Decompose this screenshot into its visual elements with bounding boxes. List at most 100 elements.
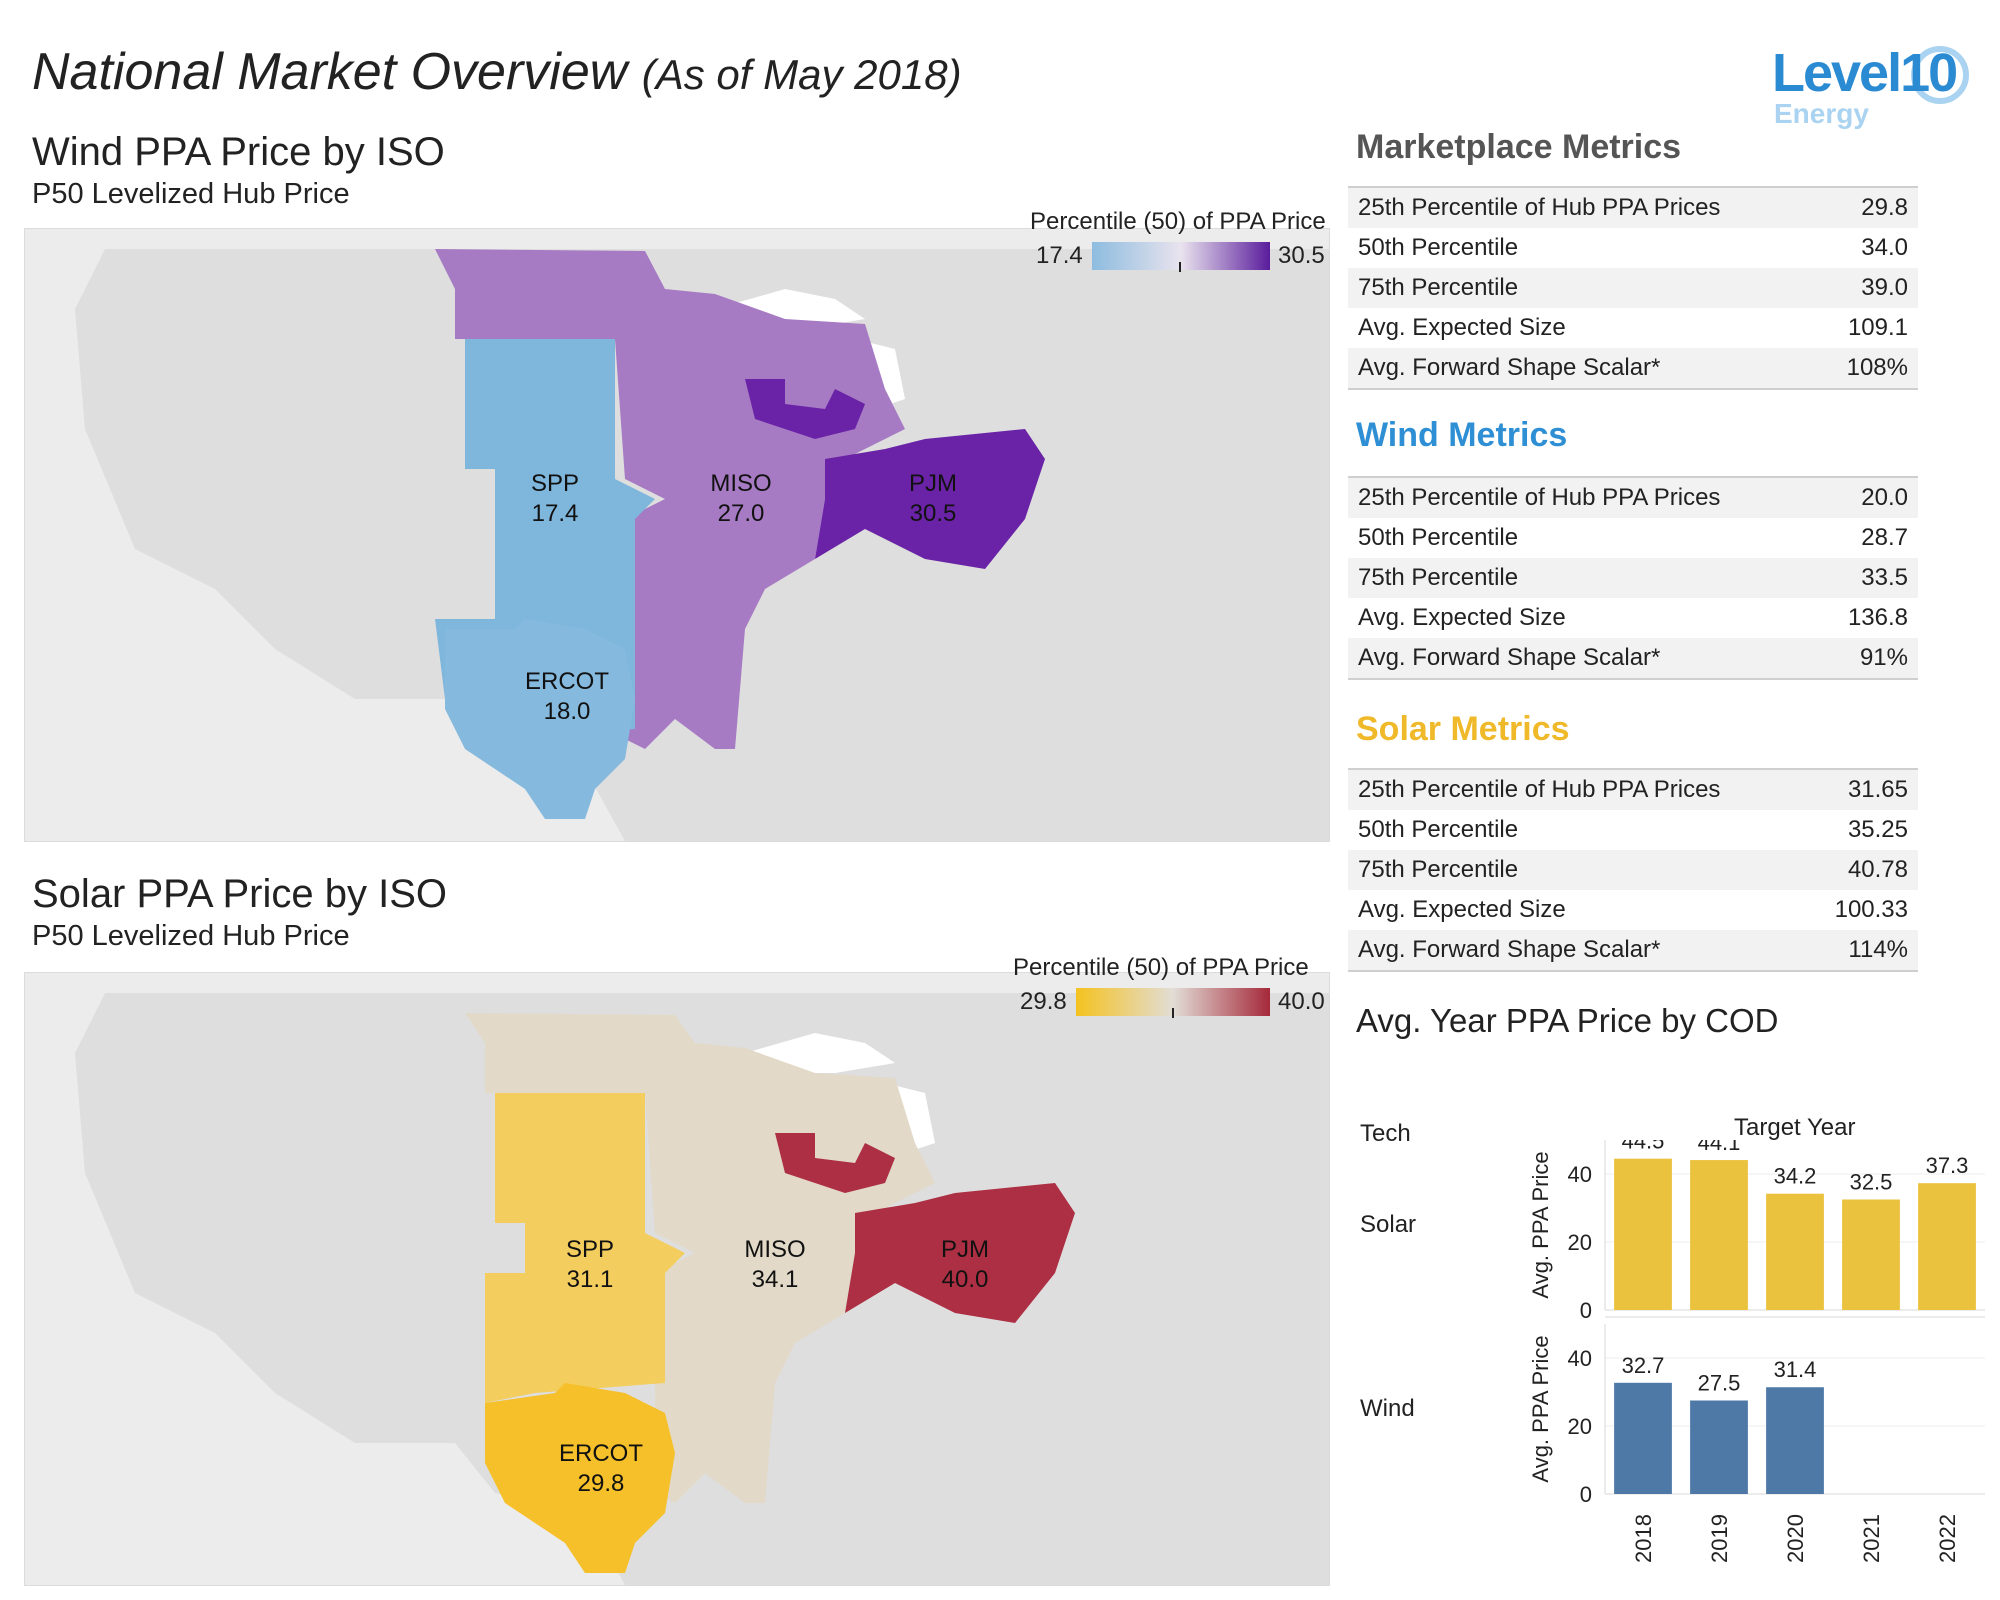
solar-map[interactable]: SPP 31.1 MISO 34.1 PJM 40.0 ERCOT 29.8 bbox=[24, 972, 1330, 1586]
metric-value: 114% bbox=[1848, 936, 1908, 963]
bar-solar-2018 bbox=[1614, 1158, 1672, 1310]
logo-ring-icon bbox=[1911, 46, 1969, 104]
metric-value: 29.8 bbox=[1861, 194, 1908, 221]
table-row: 25th Percentile of Hub PPA Prices 29.8 bbox=[1348, 187, 1918, 228]
wind-label-ercot-value: 18.0 bbox=[544, 698, 591, 725]
metric-value: 108% bbox=[1846, 354, 1908, 381]
table-row: Avg. Expected Size 136.8 bbox=[1348, 598, 1918, 638]
table-row: Avg. Forward Shape Scalar* 91% bbox=[1348, 638, 1918, 679]
bar-solar-2021 bbox=[1842, 1199, 1900, 1310]
metric-value: 33.5 bbox=[1861, 564, 1908, 591]
solar-legend-min: 29.8 bbox=[1020, 988, 1067, 1015]
wind-legend-title: Percentile (50) of PPA Price bbox=[1030, 208, 1326, 235]
x-tick-label-2018: 2018 bbox=[1631, 1514, 1656, 1563]
logo-main-text: Level10 bbox=[1772, 43, 1958, 103]
x-tick-label-2021: 2021 bbox=[1859, 1514, 1884, 1563]
data-label: 44.5 bbox=[1622, 1140, 1665, 1154]
marketplace-metrics-table: 25th Percentile of Hub PPA Prices 29.8 50… bbox=[1348, 186, 1918, 390]
cod-row-header: Tech bbox=[1360, 1120, 1411, 1147]
row-label-solar: Solar bbox=[1360, 1211, 1416, 1238]
solar-label-ercot-name: ERCOT bbox=[559, 1440, 643, 1467]
wind-map-subtitle: P50 Levelized Hub Price bbox=[32, 178, 350, 210]
wind-legend-gradient bbox=[1092, 242, 1270, 270]
region-miso[interactable] bbox=[435, 249, 905, 749]
wind-label-miso-name: MISO bbox=[710, 470, 771, 497]
data-label: 44.1 bbox=[1698, 1140, 1741, 1155]
solar-legend-max: 40.0 bbox=[1278, 988, 1325, 1015]
solar-label-pjm-name: PJM bbox=[941, 1236, 989, 1263]
dashboard-title-text: National Market Overview bbox=[32, 43, 628, 101]
metric-label: 25th Percentile of Hub PPA Prices bbox=[1358, 484, 1721, 511]
cod-column-header: Target Year bbox=[1734, 1114, 1856, 1141]
region-ercot[interactable] bbox=[445, 619, 635, 819]
cod-bar-chart: Solar Avg. PPA Price 0 20 40 44.5 44.1 34.2 32.5… bbox=[1360, 1140, 1985, 1563]
solar-label-miso-value: 34.1 bbox=[752, 1266, 799, 1293]
data-label: 31.4 bbox=[1774, 1357, 1817, 1382]
wind-legend-min: 17.4 bbox=[1036, 242, 1083, 269]
metric-label: Avg. Forward Shape Scalar* bbox=[1358, 354, 1661, 381]
metric-label: Avg. Expected Size bbox=[1358, 314, 1566, 341]
wind-map[interactable]: SPP 17.4 MISO 27.0 PJM 30.5 ERCOT 18.0 bbox=[24, 228, 1330, 842]
region-pjm-north[interactable] bbox=[745, 379, 865, 439]
data-label: 34.2 bbox=[1774, 1164, 1817, 1189]
wind-map-title: Wind PPA Price by ISO bbox=[32, 130, 445, 174]
wind-label-ercot-name: ERCOT bbox=[525, 668, 609, 695]
dashboard-title: National Market Overview (As of May 2018… bbox=[32, 42, 962, 102]
wind-map-canvas: SPP 17.4 MISO 27.0 PJM 30.5 ERCOT 18.0 bbox=[75, 249, 1329, 841]
wind-label-spp-name: SPP bbox=[531, 470, 579, 497]
solar-metrics-table: 25th Percentile of Hub PPA Prices 31.65 5… bbox=[1348, 768, 1918, 972]
region-spp[interactable] bbox=[485, 1093, 685, 1403]
y-tick-label: 20 bbox=[1568, 1414, 1592, 1439]
wind-legend-median-tick bbox=[1179, 262, 1181, 272]
metric-label: Avg. Expected Size bbox=[1358, 604, 1566, 631]
table-row: 50th Percentile 28.7 bbox=[1348, 518, 1918, 558]
region-miso[interactable] bbox=[465, 1013, 935, 1503]
region-pjm[interactable] bbox=[815, 429, 1045, 569]
table-row: Avg. Expected Size 100.33 bbox=[1348, 890, 1918, 930]
bar-solar-2020 bbox=[1766, 1193, 1824, 1310]
metric-label: Avg. Forward Shape Scalar* bbox=[1358, 936, 1661, 963]
metric-label: 50th Percentile bbox=[1358, 524, 1519, 551]
data-label: 32.5 bbox=[1850, 1170, 1893, 1195]
metric-value: 20.0 bbox=[1861, 484, 1908, 511]
region-pjm-north[interactable] bbox=[775, 1133, 895, 1193]
y-axis-title: Avg. PPA Price bbox=[1528, 1335, 1553, 1482]
solar-label-spp-value: 31.1 bbox=[567, 1266, 614, 1293]
y-tick-label: 0 bbox=[1580, 1482, 1592, 1507]
x-tick-label-2020: 2020 bbox=[1783, 1514, 1808, 1563]
bar-solar-2019 bbox=[1690, 1160, 1748, 1310]
data-label: 37.3 bbox=[1926, 1153, 1969, 1178]
metric-value: 136.8 bbox=[1847, 604, 1908, 631]
table-row: 25th Percentile of Hub PPA Prices 31.65 bbox=[1348, 769, 1918, 810]
marketplace-metrics-title: Marketplace Metrics bbox=[1356, 128, 1682, 166]
wind-label-pjm-value: 30.5 bbox=[910, 500, 957, 527]
solar-metrics-title: Solar Metrics bbox=[1356, 710, 1570, 748]
table-row: 75th Percentile 39.0 bbox=[1348, 268, 1918, 308]
region-pjm[interactable] bbox=[845, 1183, 1075, 1323]
table-row: Avg. Forward Shape Scalar* 114% bbox=[1348, 930, 1918, 971]
metric-value: 109.1 bbox=[1847, 314, 1908, 341]
solar-map-subtitle: P50 Levelized Hub Price bbox=[32, 920, 350, 952]
bar-wind-2020 bbox=[1766, 1387, 1824, 1494]
metric-label: 50th Percentile bbox=[1358, 816, 1519, 843]
metric-value: 28.7 bbox=[1861, 524, 1908, 551]
bar-wind-2019 bbox=[1690, 1400, 1748, 1494]
table-row: 50th Percentile 35.25 bbox=[1348, 810, 1918, 850]
solar-label-spp-name: SPP bbox=[566, 1236, 614, 1263]
metric-value: 31.65 bbox=[1847, 776, 1908, 803]
metric-label: 75th Percentile bbox=[1358, 856, 1519, 883]
wind-metrics-table: 25th Percentile of Hub PPA Prices 20.0 50… bbox=[1348, 476, 1918, 680]
table-row: Avg. Forward Shape Scalar* 108% bbox=[1348, 348, 1918, 389]
region-ercot[interactable] bbox=[485, 1383, 675, 1573]
wind-legend-max: 30.5 bbox=[1278, 242, 1325, 269]
solar-label-miso-name: MISO bbox=[744, 1236, 805, 1263]
data-label: 32.7 bbox=[1622, 1353, 1665, 1378]
metric-value: 35.25 bbox=[1847, 816, 1908, 843]
y-axis-title: Avg. PPA Price bbox=[1528, 1151, 1553, 1298]
table-row: 75th Percentile 33.5 bbox=[1348, 558, 1918, 598]
wind-label-pjm-name: PJM bbox=[909, 470, 957, 497]
metric-value: 100.33 bbox=[1834, 896, 1908, 923]
table-row: 75th Percentile 40.78 bbox=[1348, 850, 1918, 890]
metric-label: Avg. Forward Shape Scalar* bbox=[1358, 644, 1661, 671]
metric-value: 34.0 bbox=[1861, 234, 1908, 261]
